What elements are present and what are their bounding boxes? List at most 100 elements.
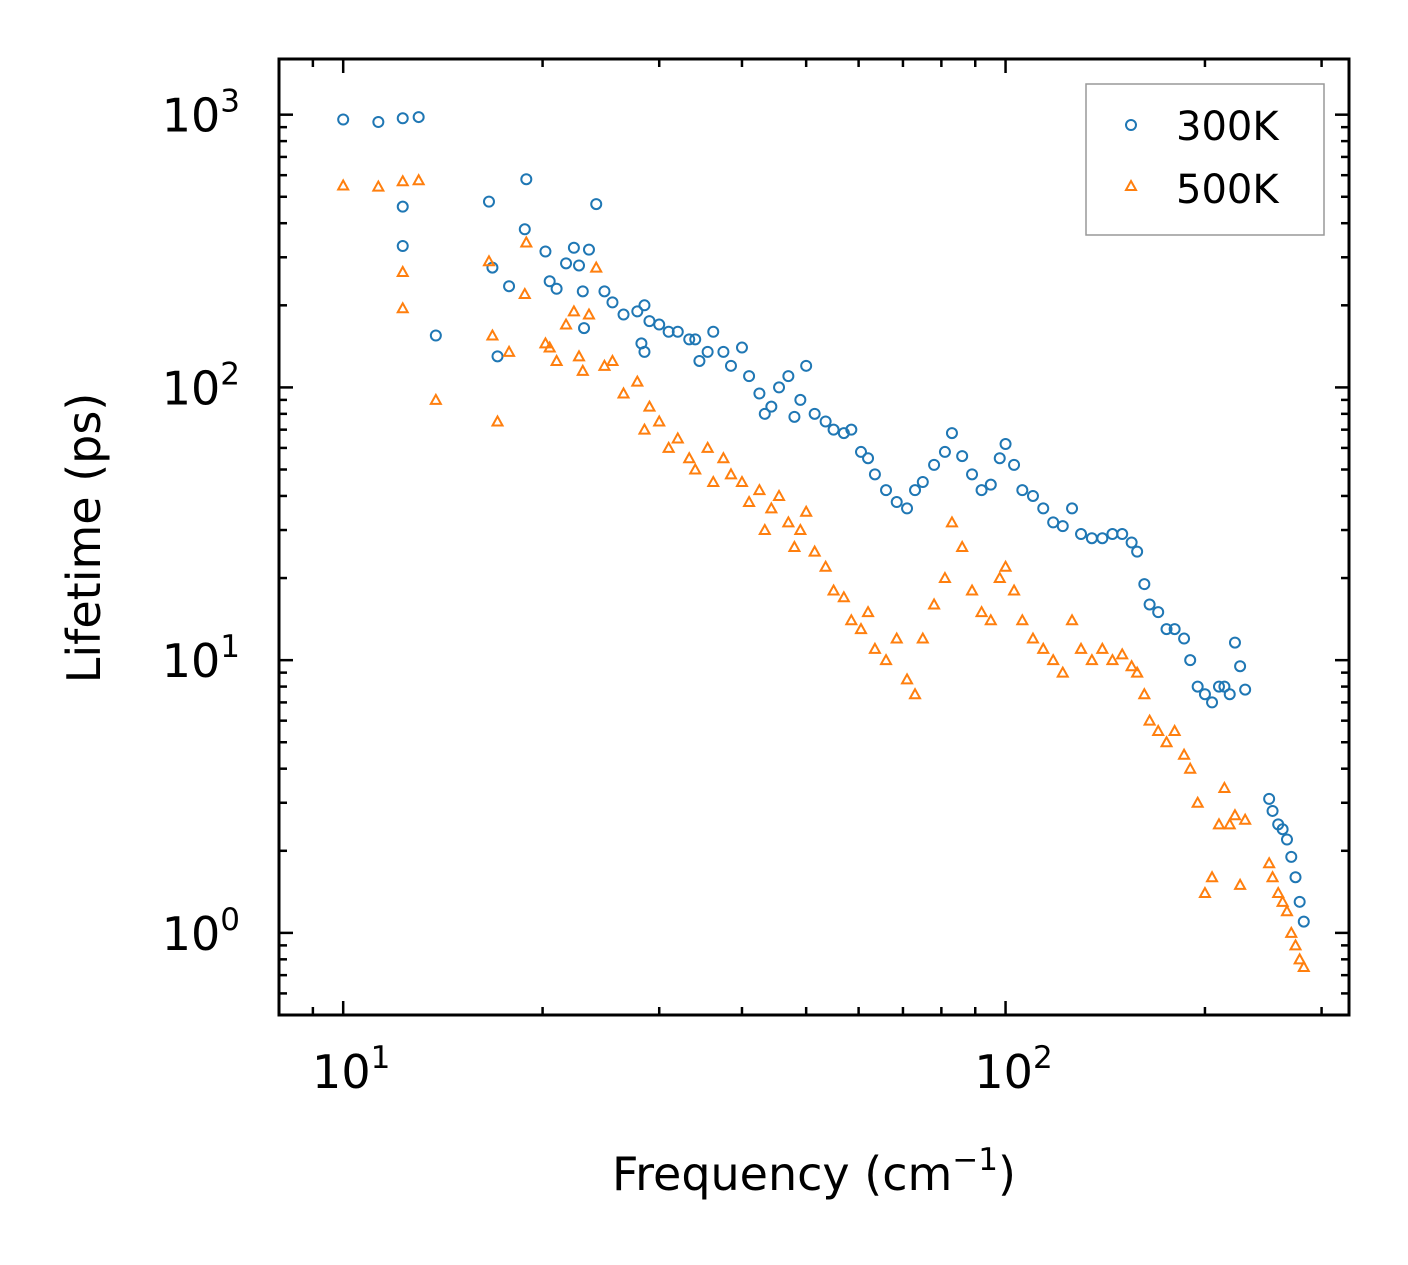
- data-point-500K: [1297, 959, 1311, 972]
- data-point-300K: [758, 407, 771, 420]
- data-point-500K: [1065, 613, 1079, 626]
- data-point-500K: [589, 260, 603, 273]
- data-point-300K: [743, 370, 756, 383]
- data-point-300K: [868, 468, 881, 481]
- data-point-500K: [1007, 583, 1021, 596]
- data-point-500K: [1137, 687, 1152, 700]
- data-point-500K: [652, 414, 666, 427]
- data-point-500K: [1159, 735, 1174, 748]
- data-point-300K: [1263, 792, 1276, 805]
- data-point-500K: [700, 440, 715, 453]
- data-point-500K: [799, 504, 813, 517]
- y-axis-label: Lifetime (ps): [57, 393, 111, 684]
- data-point-500K: [542, 340, 557, 353]
- data-point-500K: [1056, 665, 1070, 678]
- data-point-300K: [643, 315, 656, 328]
- series-300k: [337, 111, 1310, 928]
- data-point-500K: [938, 570, 952, 584]
- data-point-300K: [1168, 623, 1181, 636]
- data-point-500K: [993, 570, 1007, 584]
- data-point-300K: [735, 341, 748, 354]
- data-point-500K: [1085, 653, 1099, 666]
- data-point-500K: [916, 631, 930, 644]
- data-point-300K: [765, 400, 778, 413]
- data-point-300K: [1138, 578, 1151, 591]
- data-point-300K: [1289, 871, 1302, 884]
- x-axis-label-main: Frequency (cm: [612, 1147, 952, 1201]
- data-point-300K: [1223, 688, 1236, 701]
- data-point-500K: [772, 488, 786, 501]
- data-point-500K: [1151, 723, 1165, 736]
- data-point-300K: [578, 322, 591, 335]
- data-point-300K: [1116, 528, 1129, 541]
- data-point-500K: [336, 178, 350, 191]
- data-point-500K: [1223, 817, 1237, 830]
- data-point-300K: [598, 285, 611, 298]
- data-point-300K: [396, 200, 409, 213]
- data-point-300K: [543, 275, 556, 288]
- data-point-300K: [631, 305, 644, 318]
- legend-marker-300k: [1125, 119, 1137, 131]
- data-point-500K: [945, 515, 959, 528]
- data-point-500K: [549, 353, 564, 366]
- data-point-300K: [901, 502, 914, 515]
- data-point-300K: [1198, 688, 1211, 701]
- data-point-300K: [606, 296, 619, 309]
- data-point-500K: [682, 451, 696, 464]
- data-point-300K: [788, 410, 801, 423]
- data-point-500K: [1265, 870, 1280, 883]
- data-point-500K: [1015, 613, 1030, 626]
- data-point-500K: [1212, 817, 1226, 830]
- y-tick-label: 100: [162, 902, 240, 961]
- data-point-500K: [1271, 885, 1285, 899]
- data-point-300K: [1266, 804, 1279, 817]
- data-point-300K: [582, 243, 595, 256]
- data-point-300K: [1276, 823, 1289, 836]
- data-point-300K: [862, 452, 875, 465]
- data-point-500K: [1198, 885, 1212, 899]
- data-point-500K: [1284, 925, 1298, 938]
- data-point-500K: [752, 483, 767, 496]
- data-point-300K: [337, 113, 350, 126]
- data-point-300K: [1239, 683, 1252, 696]
- data-point-300K: [567, 241, 580, 254]
- data-point-300K: [1016, 484, 1029, 497]
- data-point-300K: [845, 423, 858, 436]
- data-point-500K: [706, 474, 720, 487]
- data-point-300K: [782, 370, 795, 383]
- data-point-300K: [827, 423, 840, 436]
- data-point-300K: [1184, 654, 1197, 667]
- data-point-300K: [1285, 850, 1298, 863]
- data-point-500K: [559, 317, 573, 330]
- data-point-500K: [1292, 952, 1307, 965]
- data-point-300K: [576, 285, 589, 298]
- data-point-500K: [396, 301, 410, 314]
- data-point-300K: [683, 333, 696, 346]
- data-point-500K: [826, 583, 841, 596]
- data-point-300K: [701, 345, 714, 358]
- data-point-500K: [1026, 631, 1040, 644]
- data-point-500K: [661, 440, 676, 453]
- data-point-500K: [538, 336, 553, 349]
- data-point-300K: [1106, 528, 1119, 541]
- data-point-300K: [1085, 532, 1098, 545]
- data-point-500K: [787, 539, 802, 552]
- data-point-300K: [938, 445, 951, 458]
- y-tick-label: 101: [162, 629, 240, 688]
- data-point-300K: [638, 299, 651, 312]
- data-point-500K: [890, 631, 904, 644]
- data-point-500K: [927, 597, 941, 610]
- x-axis-label-sup: −1: [952, 1142, 998, 1178]
- data-point-500K: [735, 474, 749, 487]
- data-point-300K: [539, 245, 552, 258]
- data-point-300K: [1066, 502, 1079, 515]
- data-point-500K: [482, 254, 496, 267]
- data-point-500K: [396, 264, 410, 277]
- data-point-500K: [519, 235, 534, 248]
- data-point-500K: [854, 622, 868, 635]
- data-point-300K: [916, 475, 929, 488]
- data-point-300K: [1293, 895, 1306, 908]
- data-point-500K: [572, 349, 586, 362]
- plot-area: [336, 111, 1311, 972]
- data-point-300K: [993, 452, 1006, 465]
